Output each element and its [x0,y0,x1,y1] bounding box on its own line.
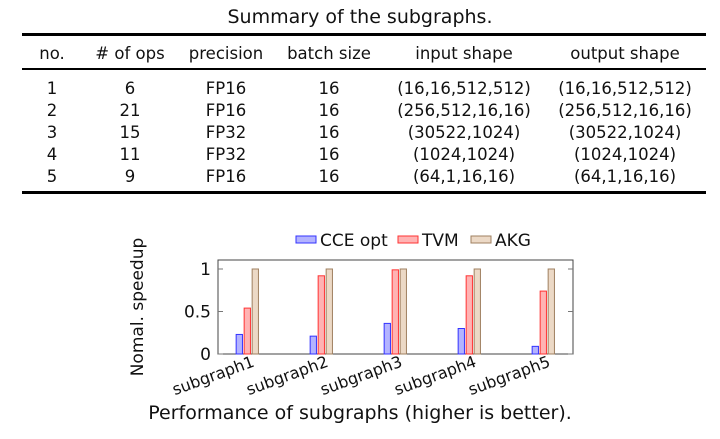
cell-ops: 11 [119,144,141,164]
bar-tvm-subgraph3 [391,269,399,355]
cell-no: 3 [46,122,58,142]
legend-label: TVM [421,231,459,251]
cell-output-shape: (64,1,16,16) [573,166,677,186]
cell-input-shape: (1024,1024) [412,144,516,164]
chart-legend: CCE opt TVM AKG [295,231,531,251]
bar-tvm-subgraph1 [243,307,251,355]
x-tick-label: subgraph4 [392,352,479,399]
legend-label: CCE opt [320,231,388,251]
bar-akg-subgraph3 [399,268,407,355]
table-caption: Summary of the subgraphs. [227,6,493,28]
bar-tvm-subgraph5 [539,290,547,355]
cell-no: 4 [46,144,58,164]
bar-cce-opt-subgraph5 [531,345,539,355]
col-header-output-shape: output shape [570,44,680,63]
bars [235,268,555,355]
table-row: 5 9 FP16 16 (64,1,16,16) (64,1,16,16) [22,165,706,187]
x-tick-label: subgraph1 [170,352,257,399]
cell-precision: FP16 [205,100,247,120]
cell-precision: FP32 [205,122,247,142]
bar-akg-subgraph1 [251,268,259,355]
y-axis-ticks: 00.51 [184,260,573,365]
cell-output-shape: (16,16,512,512) [558,78,692,98]
table-row: 2 21 FP16 16 (256,512,16,16) (256,512,16,16) [22,99,706,121]
bar-tvm-subgraph2 [317,275,325,355]
bar-akg-subgraph5 [547,268,555,355]
cell-batch-size: 16 [318,100,340,120]
cell-ops: 9 [124,166,136,186]
summary-table: no. # of ops precision batch size input … [22,38,706,187]
cell-output-shape: (1024,1024) [573,144,677,164]
bar-tvm-subgraph4 [465,275,473,355]
y-tick-label: 0 [200,345,211,365]
legend-label: AKG [495,231,531,251]
cell-input-shape: (30522,1024) [407,122,521,142]
table-row: 4 11 FP32 16 (1024,1024) (1024,1024) [22,143,706,165]
table-bottom-rule [22,191,706,194]
y-tick-label: 1 [200,260,211,280]
legend-swatch-cce-opt [295,235,317,244]
cell-input-shape: (64,1,16,16) [412,166,516,186]
bar-akg-subgraph4 [473,268,481,355]
y-tick-label: 0.5 [184,303,211,323]
table-top-rule [22,33,706,36]
col-header-input-shape: input shape [415,44,513,63]
col-header-precision: precision [188,44,264,63]
cell-no: 1 [46,78,58,98]
bar-akg-subgraph2 [325,268,333,355]
table-row: 3 15 FP32 16 (30522,1024) (30522,1024) [22,121,706,143]
table-row: 1 6 FP16 16 (16,16,512,512) (16,16,512,512) [22,69,706,99]
bar-cce-opt-subgraph4 [457,328,465,355]
cell-batch-size: 16 [318,122,340,142]
legend-swatch-tvm [397,235,419,244]
bar-cce-opt-subgraph1 [235,333,243,355]
cell-batch-size: 16 [318,78,340,98]
bar-cce-opt-subgraph2 [309,335,317,355]
cell-output-shape: (256,512,16,16) [558,100,692,120]
legend-swatch-akg [470,235,492,244]
cell-ops: 15 [119,122,141,142]
bar-cce-opt-subgraph3 [383,322,391,355]
cell-ops: 21 [119,100,141,120]
cell-precision: FP32 [205,144,247,164]
cell-batch-size: 16 [318,144,340,164]
col-header-batch-size: batch size [287,44,371,63]
cell-no: 2 [46,100,58,120]
y-axis-label: Nomal. speedup [128,238,148,377]
cell-input-shape: (16,16,512,512) [397,78,531,98]
cell-batch-size: 16 [318,166,340,186]
table-header-row: no. # of ops precision batch size input … [22,38,706,69]
cell-precision: FP16 [205,166,247,186]
x-tick-label: subgraph3 [318,352,405,399]
table-mid-rule [22,68,706,70]
cell-input-shape: (256,512,16,16) [397,100,531,120]
x-axis-tick-labels: subgraph1subgraph2subgraph3subgraph4subg… [170,352,553,399]
col-header-no: no. [39,44,65,63]
cell-no: 5 [46,166,58,186]
x-tick-label: subgraph5 [466,352,553,399]
chart-caption: Performance of subgraphs (higher is bett… [148,402,572,424]
cell-ops: 6 [124,78,136,98]
x-tick-label: subgraph2 [244,352,331,399]
cell-output-shape: (30522,1024) [568,122,682,142]
col-header-ops: # of ops [95,44,165,63]
cell-precision: FP16 [205,78,247,98]
